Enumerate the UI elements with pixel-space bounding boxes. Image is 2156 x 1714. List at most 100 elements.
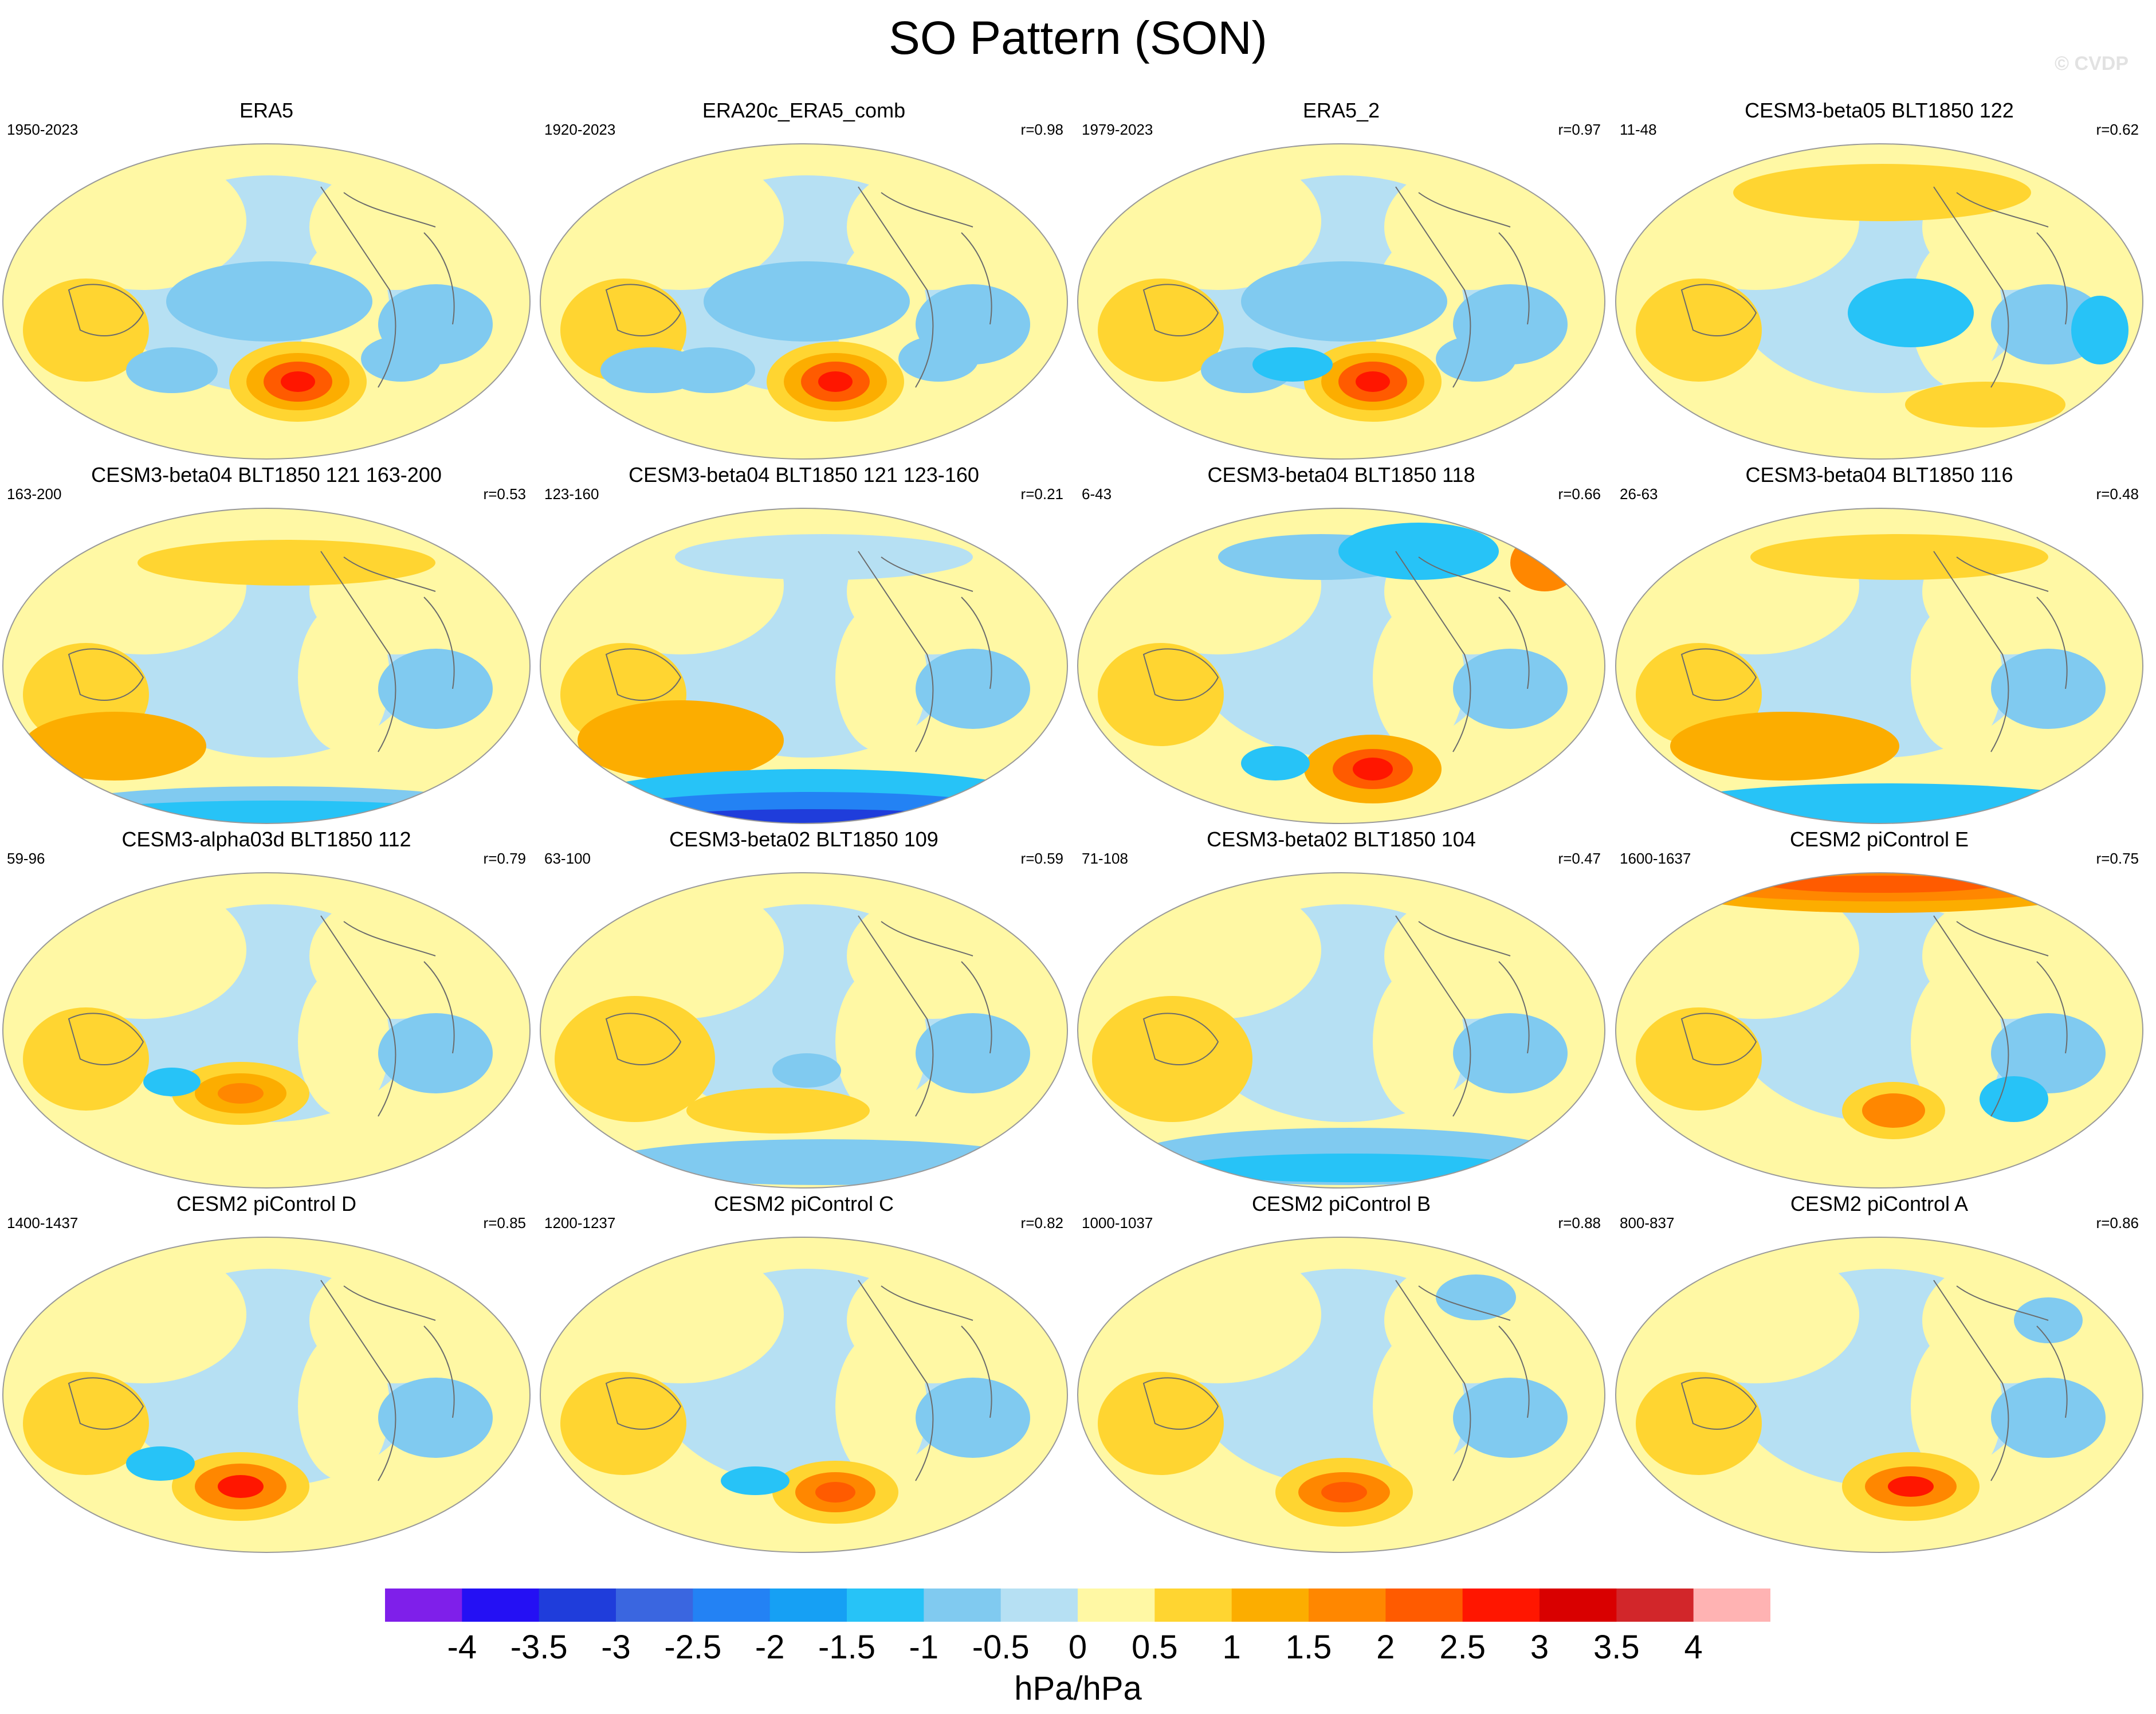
map-panel: CESM2 piControl C 1200-1237 r=0.82 (537, 1191, 1070, 1553)
colorbar-tick-label: -2 (755, 1629, 785, 1666)
coastline (1142, 551, 1530, 752)
colorbar-swatch (1693, 1589, 1770, 1622)
panel-correlation: r=0.79 (483, 850, 526, 867)
map-panel: CESM3-beta05 BLT1850 122 11-48 r=0.62 (1613, 97, 2146, 460)
robinson-map (1077, 872, 1605, 1189)
contour-region (1636, 1372, 1762, 1475)
panel-title: CESM3-beta02 BLT1850 109 (669, 827, 938, 851)
colorbar-swatch (1540, 1589, 1617, 1622)
robinson-map (1077, 1237, 1605, 1553)
contour-region (166, 261, 372, 342)
panel-year-range: 800-837 (1620, 1214, 1675, 1231)
panel-year-range: 1600-1637 (1620, 850, 1691, 867)
map-outline (1077, 143, 1605, 460)
map-outline (1077, 508, 1605, 824)
contour-region (1373, 967, 1464, 1116)
contour-region (1178, 1154, 1522, 1182)
contour-region (143, 1068, 201, 1096)
map-panel: CESM3-beta04 BLT1850 121 123-160 123-160 r… (537, 462, 1070, 824)
coastline (68, 1280, 455, 1481)
map-outline (1615, 872, 2143, 1189)
contour-region (835, 1332, 927, 1481)
contour-region (1733, 164, 2031, 221)
contour-region (1991, 1013, 2106, 1093)
coastline (1680, 186, 2068, 388)
robinson-map (2, 872, 531, 1189)
robinson-map (540, 143, 1068, 460)
contour-region (1768, 876, 1997, 893)
panel-correlation: r=0.59 (1020, 850, 1063, 867)
colorbar (385, 1589, 1770, 1622)
contour-region (1911, 1332, 2002, 1481)
contour-region (555, 996, 715, 1122)
contour-region (1636, 279, 1762, 382)
contour-region (23, 1007, 149, 1111)
coastline (68, 551, 455, 752)
panel-correlation: r=0.82 (1020, 1214, 1063, 1231)
coastline (68, 915, 455, 1117)
contour-region (1670, 712, 1899, 780)
contour-region (298, 967, 390, 1116)
contour-region (126, 1446, 195, 1481)
panel-correlation: r=0.86 (2096, 1214, 2139, 1231)
contour-region (1098, 643, 1224, 746)
contour-region (1636, 1007, 1762, 1111)
panel-year-range: 1979-2023 (1082, 121, 1153, 138)
robinson-map (2, 1237, 531, 1553)
colorbar-swatch (1154, 1589, 1232, 1622)
robinson-map (540, 872, 1068, 1189)
contour-region (686, 1088, 870, 1133)
contour-region (1888, 1476, 1934, 1497)
contour-region (1911, 967, 2002, 1116)
colorbar-tick-label: -1.5 (818, 1629, 875, 1666)
robinson-map (1615, 143, 2143, 460)
contour-region (1510, 534, 1579, 591)
colorbar-swatch (1000, 1589, 1078, 1622)
contour-region (40, 1246, 246, 1383)
contour-region (578, 152, 784, 290)
contour-region (1436, 336, 1516, 382)
contour-region (1098, 1372, 1224, 1475)
contour-region (1653, 881, 1859, 1019)
contour-region (1453, 1378, 1568, 1458)
contour-region (1453, 1013, 1568, 1093)
map-outline (1077, 1237, 1605, 1553)
panel-title: CESM3-alpha03d BLT1850 112 (121, 827, 411, 851)
robinson-map (1077, 143, 1605, 460)
panel-correlation: r=0.53 (483, 485, 526, 503)
robinson-map (540, 508, 1068, 824)
panel-year-range: 1000-1037 (1082, 1214, 1153, 1231)
colorbar-labels: -4 -3.5 -3 -2.5 -2 -1.5 -1 -0.5 0 0.5 1 1.5 2 2.5 3 3.5… (385, 1627, 1770, 1668)
contour-region (1905, 382, 2065, 427)
map-outline (1615, 1237, 2143, 1553)
panel-correlation: r=0.21 (1020, 485, 1063, 503)
colorbar-tick-label: -3 (601, 1629, 631, 1666)
contour-region (1991, 649, 2106, 729)
contour-region (1115, 881, 1321, 1019)
robinson-map (1615, 1237, 2143, 1553)
coastline (1680, 1280, 2068, 1481)
coastline (1680, 915, 2068, 1117)
map-panel: ERA20c_ERA5_comb 1920-2023 r=0.98 (537, 97, 1070, 460)
panel-correlation: r=0.75 (2096, 850, 2139, 867)
map-outline (1077, 872, 1605, 1189)
contour-region (1098, 279, 1224, 382)
contour-region (818, 371, 853, 392)
map-outline (540, 872, 1068, 1189)
panel-title: CESM3-beta04 BLT1850 121 123-160 (629, 463, 979, 487)
panel-title: CESM2 piControl B (1251, 1192, 1431, 1215)
colorbar-swatch (769, 1589, 847, 1622)
panel-year-range: 59-96 (7, 850, 45, 867)
contour-region (1436, 1274, 1516, 1320)
contour-region (1991, 1378, 2106, 1458)
panel-title: CESM2 piControl A (1790, 1192, 1969, 1215)
figure-title: SO Pattern (SON) (889, 12, 1267, 64)
colorbar-tick-label: 4 (1684, 1629, 1703, 1666)
contour-region (361, 336, 441, 382)
colorbar-swatch (616, 1589, 693, 1622)
contour-region (898, 336, 979, 382)
panel-title: ERA5_2 (1302, 99, 1380, 122)
map-outline (1615, 508, 2143, 824)
contour-region (40, 152, 246, 290)
robinson-map (1615, 508, 2143, 824)
